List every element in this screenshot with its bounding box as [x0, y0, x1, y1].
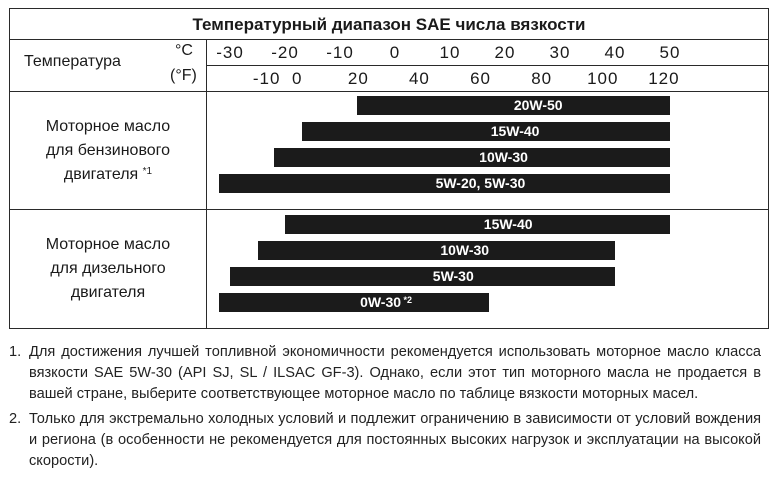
- viscosity-table: Температурный диапазон SAE числа вязкост…: [9, 8, 769, 329]
- footnote-2-text: Только для экстремально холодных условий…: [29, 411, 761, 469]
- viscosity-bar-label: 5W-20, 5W-30: [435, 175, 526, 191]
- temperature-label: Температура: [24, 53, 121, 70]
- gasoline-label-line-2: для бензинового: [45, 142, 171, 159]
- diesel-group-label: Моторное масло для дизельного двигателя: [10, 233, 206, 305]
- group-divider: [10, 209, 768, 210]
- footnote-mark-1: *1: [142, 166, 153, 177]
- celsius-tick: 40: [604, 43, 626, 62]
- fahrenheit-tick: 40: [408, 69, 430, 88]
- footnote-1-text: Для достижения лучшей топливной экономич…: [29, 344, 761, 402]
- gasoline-label-line-1: Моторное масло: [45, 118, 171, 135]
- diesel-label-line-1: Моторное масло: [45, 236, 171, 253]
- gasoline-label-line-3: двигателя: [63, 166, 139, 183]
- footnote-1-number: 1.: [9, 344, 22, 360]
- fahrenheit-tick: 100: [587, 69, 619, 88]
- fahrenheit-tick: 120: [648, 69, 680, 88]
- viscosity-bar: 20W-50: [356, 96, 670, 115]
- unit-fahrenheit: (°F): [170, 67, 197, 84]
- table-title: Температурный диапазон SAE числа вязкост…: [10, 9, 768, 40]
- diesel-label-line-2: для дизельного: [50, 260, 166, 277]
- footnote-2: 2. Только для экстремально холодных усло…: [9, 409, 761, 472]
- fahrenheit-tick: 20: [347, 69, 369, 88]
- gasoline-group-label: Моторное масло для бензинового двигателя…: [10, 115, 206, 187]
- viscosity-bar-label: 20W-50: [513, 97, 563, 113]
- label-column-divider: [206, 40, 207, 328]
- viscosity-bar-label: 5W-30: [432, 268, 474, 284]
- diesel-label-line-3: двигателя: [70, 284, 146, 301]
- fahrenheit-tick: 0: [291, 69, 303, 88]
- viscosity-bar: 15W-40: [301, 122, 670, 141]
- footnote-2-number: 2.: [9, 411, 22, 427]
- celsius-tick: 10: [439, 43, 461, 62]
- fahrenheit-tick: 60: [470, 69, 492, 88]
- viscosity-bar: 5W-20, 5W-30: [219, 174, 670, 193]
- celsius-tick: -30: [216, 43, 244, 62]
- viscosity-bar: 15W-40: [285, 215, 670, 234]
- fahrenheit-tick: 80: [531, 69, 553, 88]
- viscosity-bar: 10W-30: [257, 241, 615, 260]
- celsius-tick: 20: [494, 43, 516, 62]
- viscosity-bar: 10W-30: [274, 148, 670, 167]
- viscosity-bar: 5W-30: [230, 267, 615, 286]
- unit-divider: [206, 65, 768, 66]
- fahrenheit-tick: -10: [252, 69, 281, 88]
- viscosity-bar-label: 10W-30: [479, 149, 528, 165]
- celsius-tick: -10: [326, 43, 354, 62]
- celsius-tick: 0: [389, 43, 401, 62]
- viscosity-bar-label: 10W-30: [440, 242, 490, 258]
- header-bottom-line: [10, 91, 768, 92]
- celsius-tick: 30: [549, 43, 571, 62]
- viscosity-bar-label: 0W-30 *2: [360, 294, 413, 310]
- footnotes: 1. Для достижения лучшей топливной эконо…: [9, 342, 761, 476]
- viscosity-bar-label: 15W-40: [490, 123, 540, 139]
- celsius-tick: -20: [271, 43, 299, 62]
- viscosity-bar-label: 15W-40: [483, 216, 533, 232]
- viscosity-bar: 0W-30 *2: [219, 293, 489, 312]
- footnote-mark-2: *2: [401, 295, 413, 305]
- footnote-1: 1. Для достижения лучшей топливной эконо…: [9, 342, 761, 405]
- unit-celsius: °C: [175, 42, 193, 59]
- celsius-tick: 50: [659, 43, 681, 62]
